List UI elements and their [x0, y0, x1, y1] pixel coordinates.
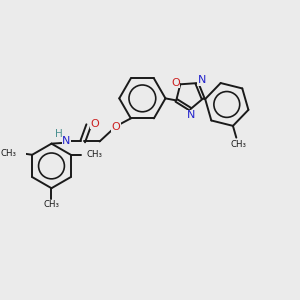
Text: CH₃: CH₃ [230, 140, 246, 148]
Text: CH₃: CH₃ [44, 200, 59, 209]
Text: O: O [171, 78, 180, 88]
Text: N: N [62, 136, 70, 146]
Text: N: N [198, 75, 206, 85]
Text: CH₃: CH₃ [1, 149, 17, 158]
Text: CH₃: CH₃ [86, 150, 103, 159]
Text: O: O [90, 119, 99, 129]
Text: N: N [187, 110, 195, 120]
Text: O: O [112, 122, 120, 131]
Text: H: H [55, 129, 63, 139]
